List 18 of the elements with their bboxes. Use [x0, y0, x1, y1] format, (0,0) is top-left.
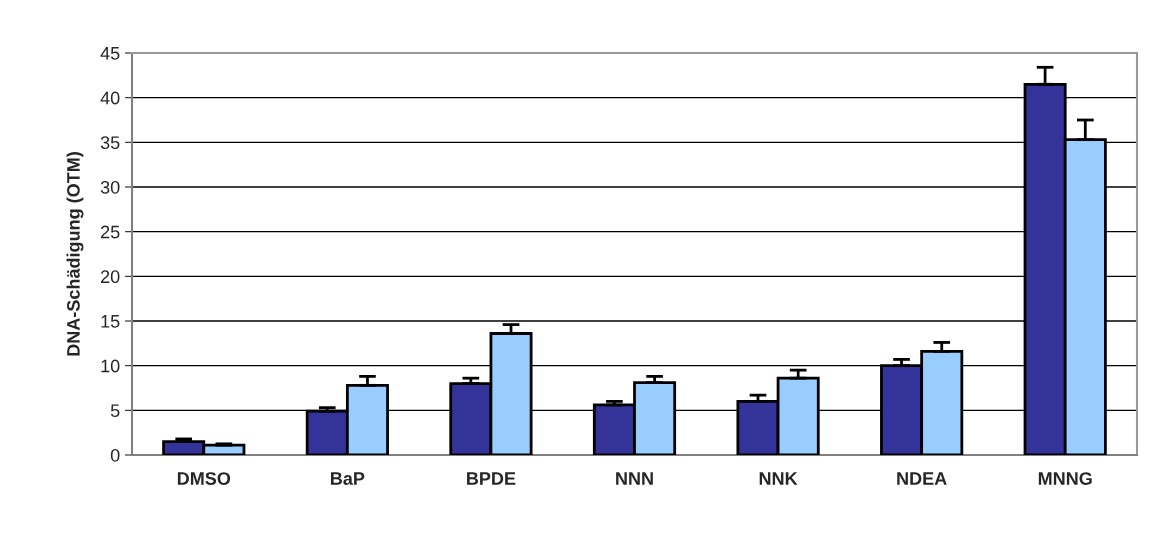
y-tick-label: 35 — [100, 136, 120, 150]
x-tick-label: DMSO — [177, 472, 231, 485]
y-tick-label: 0 — [110, 448, 120, 462]
y-tick-label: 30 — [100, 180, 120, 194]
y-tick-label: 40 — [100, 91, 120, 105]
x-tick-label: NNK — [759, 472, 798, 485]
x-tick-label: NNN — [616, 472, 653, 485]
x-tick-label: BaP — [331, 472, 365, 485]
y-tick-label: 5 — [110, 404, 120, 418]
y-tick-label: 15 — [101, 315, 120, 328]
y-tick-label: 20 — [101, 270, 120, 284]
x-tick-label: MNNG — [1038, 472, 1092, 485]
y-tick-label: 10 — [101, 359, 120, 373]
y-axis-title: DNA-Schädigung (OTM) — [66, 152, 84, 356]
y-tick-label: 45 — [100, 47, 120, 60]
y-tick-label: 25 — [101, 225, 120, 239]
x-tick-label: BPDE — [467, 472, 516, 485]
x-tick-label: NDEA — [897, 472, 947, 485]
